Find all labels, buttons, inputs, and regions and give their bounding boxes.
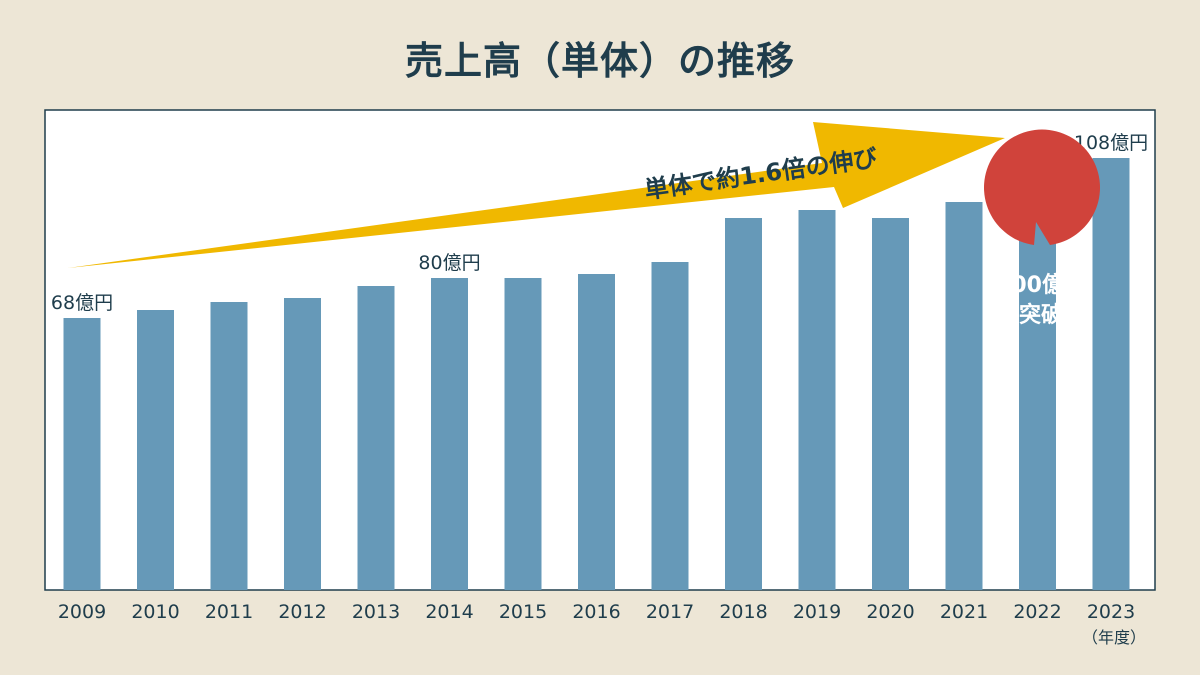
value-label-2009: 68億円 xyxy=(51,292,113,314)
bar-2022 xyxy=(1019,182,1056,590)
year-label-2014: 2014 xyxy=(425,601,473,623)
callout-badge: 100億円 突破 xyxy=(984,129,1100,328)
bar-2023 xyxy=(1092,158,1130,590)
year-label-2020: 2020 xyxy=(866,601,914,623)
bar-2014 xyxy=(431,278,468,590)
year-label-2012: 2012 xyxy=(278,601,326,623)
year-label-2017: 2017 xyxy=(646,601,694,623)
bar-2015 xyxy=(504,278,542,590)
bar-2009 xyxy=(63,318,101,590)
bar-2017 xyxy=(651,262,689,590)
bars-group xyxy=(63,158,1130,590)
year-label-2015: 2015 xyxy=(499,601,547,623)
bar-2019 xyxy=(798,210,836,590)
year-label-2023: 2023 xyxy=(1087,601,1135,623)
year-label-2011: 2011 xyxy=(205,601,253,623)
bar-2012 xyxy=(284,298,321,590)
year-label-2022: 2022 xyxy=(1013,601,1061,623)
callout-line-1: 100億円 xyxy=(996,272,1086,298)
year-label-2021: 2021 xyxy=(940,601,988,623)
year-labels-group: 2009 2010 2011 2012 2013 2014 2015 2016 2017 2018… xyxy=(58,601,1135,623)
value-label-2023: 108億円 xyxy=(1074,132,1148,154)
year-label-2013: 2013 xyxy=(352,601,400,623)
x-unit-label: （年度） xyxy=(1082,628,1146,647)
year-label-2016: 2016 xyxy=(572,601,620,623)
bar-2010 xyxy=(137,310,174,590)
chart-title: 売上高（単体）の推移 xyxy=(404,39,795,83)
callout-line-2: 突破 xyxy=(1019,302,1063,328)
bar-2018 xyxy=(725,218,762,590)
bar-2020 xyxy=(872,218,909,590)
year-label-2010: 2010 xyxy=(131,601,179,623)
year-label-2019: 2019 xyxy=(793,601,841,623)
bar-2016 xyxy=(578,274,615,590)
year-label-2018: 2018 xyxy=(719,601,767,623)
bar-2011 xyxy=(210,302,248,590)
growth-arrow-shape xyxy=(68,122,1005,268)
value-label-2014: 80億円 xyxy=(418,252,480,274)
bar-2013 xyxy=(357,286,395,590)
callout-badge-shape xyxy=(984,129,1100,245)
bar-2021 xyxy=(945,202,983,590)
year-label-2009: 2009 xyxy=(58,601,106,623)
